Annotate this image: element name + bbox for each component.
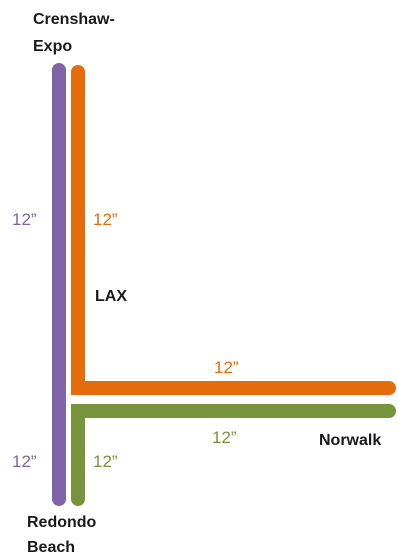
frequency-purple-upper: 12” [12, 210, 37, 229]
frequency-purple-lower: 12” [12, 452, 37, 471]
station-crenshaw-expo: Crenshaw- Expo [33, 11, 119, 55]
station-redondo-beach-line1: Redondo [27, 514, 97, 531]
station-lax: LAX [95, 288, 127, 305]
frequency-green-vertical: 12” [93, 452, 118, 471]
frequency-orange-vertical: 12” [93, 210, 118, 229]
orange-line [71, 65, 396, 395]
station-crenshaw-expo-line2: Expo [33, 38, 72, 55]
station-redondo-beach: Redondo Beach [27, 514, 101, 556]
station-crenshaw-expo-line1: Crenshaw- [33, 11, 115, 28]
green-line [71, 404, 396, 506]
frequency-orange-horizontal: 12” [214, 358, 239, 377]
frequency-green-horizontal: 12” [212, 428, 237, 447]
station-norwalk: Norwalk [319, 432, 381, 449]
station-redondo-beach-line2: Beach [27, 539, 75, 556]
